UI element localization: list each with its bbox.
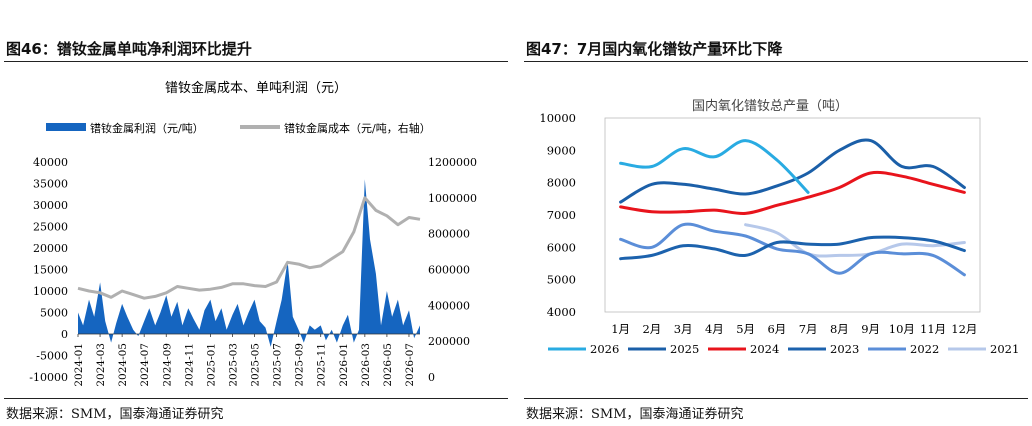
- legend-label-2024: 2024: [750, 342, 779, 356]
- x-tick-label: 1月: [611, 322, 630, 336]
- y-right-tick-label: 600000: [428, 264, 470, 277]
- source-note: 数据来源：SMM，国泰海通证券研究: [6, 407, 224, 422]
- y-right-tick-label: 200000: [428, 335, 470, 348]
- y-left-tick-label: 0: [61, 328, 68, 341]
- left-figure-panel: 图46：镨钕金属单吨净利润环比提升 镨钕金属成本、单吨利润（元） 镨钕金属利润（元…: [0, 0, 512, 426]
- legend-label-cost: 镨钕金属成本（元/吨，右轴）: [284, 121, 431, 135]
- legend-label-profit: 镨钕金属利润（元/吨）: [90, 121, 204, 135]
- y-right-tick-label: 0: [428, 371, 435, 384]
- x-tick-label: 2024-05: [117, 343, 129, 387]
- bottom-rule: [4, 398, 508, 399]
- x-tick-label: 2024-11: [183, 343, 195, 387]
- profit-area-series: [78, 179, 420, 347]
- x-tick-label: 12月: [951, 322, 977, 336]
- x-tick-label: 2025-11: [316, 343, 328, 387]
- title-rule: [524, 61, 1028, 62]
- title-rule: [4, 61, 508, 62]
- y-tick-label: 9000: [547, 143, 576, 157]
- x-tick-label: 5月: [736, 322, 755, 336]
- figure-title: 图46：镨钕金属单吨净利润环比提升: [6, 40, 252, 58]
- y-tick-label: 7000: [547, 208, 576, 222]
- x-tick-label: 2025-03: [227, 343, 239, 387]
- x-tick-label: 9月: [861, 322, 880, 336]
- series-line-2025: [619, 138, 966, 204]
- source-note: 数据来源：SMM，国泰海通证券研究: [526, 407, 744, 422]
- y-tick-label: 6000: [547, 240, 576, 254]
- y-left-tick-label: -5000: [36, 350, 68, 363]
- x-tick-label: 2025-09: [294, 343, 306, 387]
- x-tick-label: 11月: [920, 322, 946, 336]
- x-tick-label: 3月: [674, 322, 693, 336]
- y-right-tick-label: 1200000: [428, 156, 477, 169]
- y-left-tick-label: 10000: [33, 285, 68, 298]
- x-tick-label: 2024-01: [73, 343, 85, 387]
- y-left-tick-label: 30000: [33, 199, 68, 212]
- legend-swatch-profit: [46, 123, 86, 131]
- y-left-tick-label: 20000: [33, 242, 68, 255]
- x-tick-label: 2026-05: [382, 343, 394, 387]
- cost-line-series: [77, 196, 421, 300]
- x-tick-label: 2026-01: [338, 343, 350, 387]
- x-tick-label: 6月: [767, 322, 786, 336]
- y-left-tick-label: -10000: [29, 371, 68, 384]
- y-left-tick-label: 5000: [40, 307, 68, 320]
- x-tick-label: 2025-05: [250, 343, 262, 387]
- series-line-2024: [619, 170, 966, 215]
- series-line-2021: [744, 223, 966, 258]
- x-tick-label: 2025-07: [272, 343, 284, 387]
- y-right-tick-label: 1000000: [428, 192, 477, 205]
- legend-label-2023: 2023: [830, 342, 859, 356]
- y-tick-label: 4000: [547, 305, 576, 319]
- x-tick-label: 2026-07: [404, 343, 416, 387]
- y-right-tick-label: 400000: [428, 299, 470, 312]
- legend-label-2025: 2025: [670, 342, 699, 356]
- x-tick-label: 2月: [642, 322, 661, 336]
- chart-title: 国内氧化镨钕总产量（吨）: [692, 98, 848, 114]
- x-tick-label: 2024-07: [139, 343, 151, 387]
- y-tick-label: 10000: [539, 111, 576, 125]
- x-tick-label: 7月: [799, 322, 818, 336]
- legend-label-2021: 2021: [990, 342, 1019, 356]
- y-left-tick-label: 35000: [33, 178, 68, 191]
- series-line-2023: [619, 235, 966, 261]
- y-tick-label: 8000: [547, 176, 576, 190]
- plot-area: [604, 117, 981, 313]
- x-tick-label: 2025-01: [205, 343, 217, 387]
- y-right-tick-label: 800000: [428, 228, 470, 241]
- x-tick-label: 2024-03: [95, 343, 107, 387]
- y-left-tick-label: 15000: [33, 264, 68, 277]
- y-left-tick-label: 25000: [33, 221, 68, 234]
- production-chart: 国内氧化镨钕总产量（吨） 4000 5000 6000 7000 8000 9000 1000…: [539, 98, 1019, 356]
- legend-label-2026: 2026: [590, 342, 619, 356]
- x-tick-label: 10月: [889, 322, 915, 336]
- y-tick-label: 5000: [547, 273, 576, 287]
- series-line-2026: [619, 139, 810, 194]
- bottom-rule: [524, 398, 1028, 399]
- x-tick-label: 4月: [705, 322, 724, 336]
- series-line-2022: [619, 222, 966, 277]
- x-tick-label: 8月: [830, 322, 849, 336]
- y-left-tick-label: 40000: [33, 156, 68, 169]
- legend-label-2022: 2022: [910, 342, 939, 356]
- right-figure-panel: 图47：7月国内氧化镨钕产量环比下降 国内氧化镨钕总产量（吨） 4000 5000 6…: [520, 0, 1032, 426]
- x-tick-label: 2026-03: [360, 343, 372, 387]
- chart-title: 镨钕金属成本、单吨利润（元）: [165, 80, 347, 96]
- profit-cost-chart: 镨钕金属成本、单吨利润（元） 镨钕金属利润（元/吨） 镨钕金属成本（元/吨，右轴） -…: [29, 80, 477, 387]
- x-tick-label: 2024-09: [161, 343, 173, 387]
- figure-title: 图47：7月国内氧化镨钕产量环比下降: [526, 40, 783, 58]
